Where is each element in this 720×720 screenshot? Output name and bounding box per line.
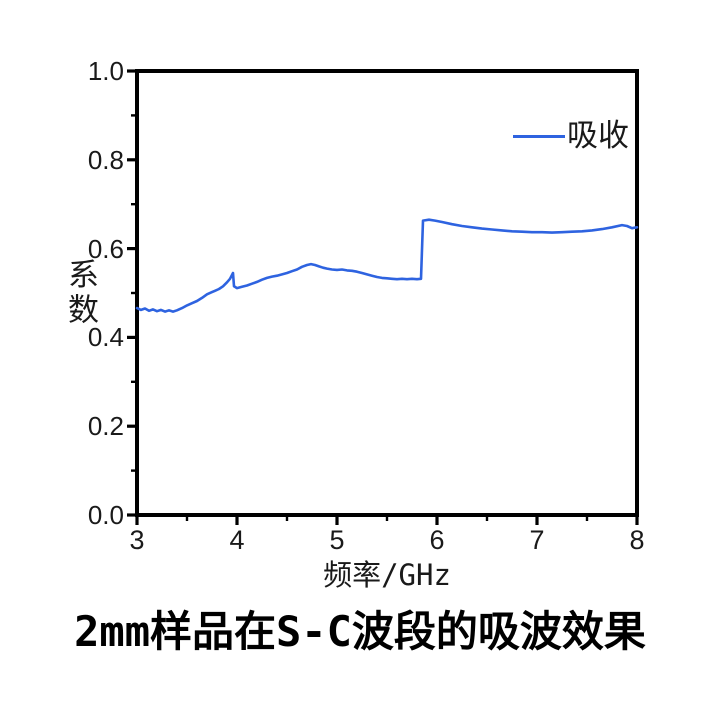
x-tick-label: 6 bbox=[429, 525, 445, 555]
x-axis-title: 频率/GHz bbox=[323, 558, 451, 592]
legend: 吸收 bbox=[513, 119, 629, 153]
x-tick-label: 8 bbox=[629, 525, 645, 555]
y-axis-title: 系数 bbox=[63, 258, 98, 328]
legend-line-swatch bbox=[513, 134, 565, 138]
y-tick-label: 1.0 bbox=[87, 56, 124, 86]
y-tick-label: 0.4 bbox=[87, 322, 124, 353]
x-tick-label: 7 bbox=[529, 525, 545, 555]
series-line-吸收 bbox=[135, 218, 639, 313]
figure-caption: 2mm样品在S-C波段的吸波效果 bbox=[74, 607, 646, 656]
y-tick-label: 0.0 bbox=[87, 500, 124, 530]
y-tick-label: 0.8 bbox=[87, 144, 124, 175]
x-tick-label: 3 bbox=[129, 525, 145, 555]
y-tick-label: 0.2 bbox=[87, 411, 124, 442]
legend-series-label: 吸收 bbox=[567, 118, 629, 153]
chart-svg bbox=[127, 69, 639, 525]
y-tick-label: 0.6 bbox=[87, 233, 124, 264]
x-tick-label: 4 bbox=[229, 525, 245, 555]
x-tick-label: 5 bbox=[329, 525, 345, 555]
